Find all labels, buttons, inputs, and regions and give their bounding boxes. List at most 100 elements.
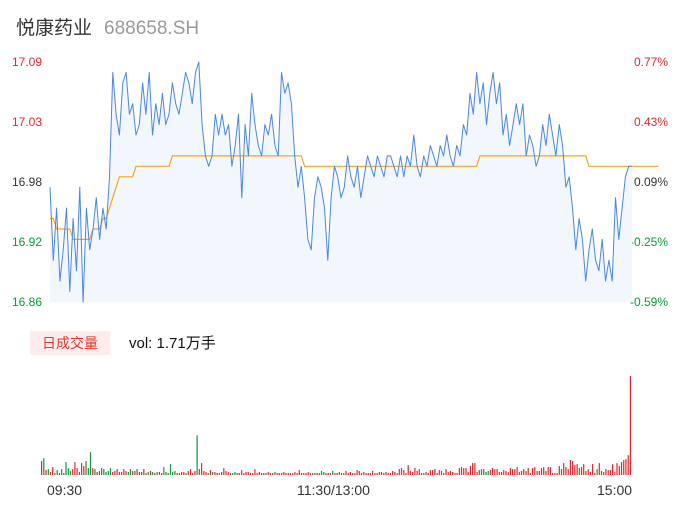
volume-bar (323, 472, 325, 475)
volume-bar (247, 472, 249, 475)
volume-bar (427, 473, 429, 475)
volume-bar (589, 472, 592, 475)
volume-bar (549, 467, 552, 475)
volume-bar (596, 469, 598, 475)
volume-bar (445, 469, 447, 475)
volume-bar (76, 468, 78, 475)
volume-bar (385, 472, 387, 475)
volume-bar (625, 459, 627, 475)
volume-bar (274, 472, 276, 475)
volume-bar (629, 376, 632, 475)
volume-bar (296, 473, 298, 475)
volume-bar (452, 472, 454, 475)
volume-bar (334, 473, 336, 475)
volume-bar (158, 472, 161, 475)
volume-bar (609, 470, 612, 476)
percent-tick-label: -0.59% (629, 295, 668, 309)
volume-bar (514, 469, 516, 475)
average-price-line (50, 155, 659, 240)
volume-bar (469, 466, 472, 475)
volume-bar (267, 472, 269, 475)
volume-bar (414, 468, 416, 475)
volume-bar (305, 473, 307, 475)
volume-bar (605, 469, 607, 475)
volume-summary: vol: 1.71万手 (129, 335, 216, 352)
volume-bar (212, 472, 214, 475)
volume-bar (269, 473, 272, 475)
volume-bar (600, 471, 603, 475)
volume-bar (196, 435, 198, 475)
volume-bar (261, 473, 263, 475)
volume-bar (221, 472, 223, 475)
volume-bar (272, 473, 274, 475)
volume-bar (52, 467, 54, 475)
volume-bar (149, 471, 152, 475)
volume-bar (83, 466, 85, 475)
volume-bar (72, 469, 74, 475)
volume-bar (47, 469, 49, 475)
volume-bar (238, 473, 240, 475)
volume-bar (554, 473, 556, 475)
volume-bar (307, 472, 309, 475)
percent-tick-label: 0.77% (633, 55, 668, 69)
volume-bar (598, 463, 600, 475)
price-tick-label: 17.03 (12, 115, 43, 129)
volume-bar (67, 468, 69, 475)
volume-bar (125, 471, 127, 475)
volume-bar (383, 473, 385, 475)
volume-bar (565, 467, 567, 475)
volume-bar (258, 472, 260, 475)
volume-bar (616, 463, 618, 475)
volume-bar (241, 470, 243, 476)
price-area-fill (50, 62, 632, 302)
volume-bar (176, 473, 178, 475)
volume-bar (436, 473, 438, 475)
volume-bar (85, 461, 87, 475)
volume-bar (532, 468, 534, 475)
volume-bar (152, 472, 154, 475)
volume-tab-label[interactable]: 日成交量 (30, 331, 110, 355)
volume-bar (476, 472, 478, 475)
volume-bar (312, 473, 314, 475)
volume-bar (289, 473, 292, 475)
volume-bar (360, 473, 363, 475)
volume-bar (423, 473, 425, 475)
volume-bar (136, 469, 138, 475)
volume-bar (352, 473, 354, 475)
volume-bar (161, 473, 163, 475)
volume-bar (592, 464, 594, 475)
time-axis-label-open: 09:30 (47, 482, 83, 498)
volume-bar (567, 469, 569, 475)
volume-bar (63, 473, 65, 475)
volume-bar (623, 460, 625, 475)
volume-bar (187, 471, 189, 475)
volume-bar (487, 471, 489, 475)
volume-bar (529, 473, 532, 475)
volume-bar (223, 468, 225, 475)
percent-tick-label: 0.43% (633, 115, 668, 129)
volume-bar (572, 461, 574, 475)
volume-bar (418, 469, 420, 475)
volume-bar (389, 473, 392, 475)
volume-bar (525, 471, 527, 475)
volume-bar (343, 473, 345, 475)
volume-bar (263, 473, 265, 475)
volume-bar (236, 473, 238, 475)
volume-bar (185, 473, 187, 475)
volume-bar (509, 468, 512, 475)
volume-bar (147, 472, 149, 475)
volume-bar (336, 473, 338, 475)
volume-bar (603, 472, 605, 475)
volume-bar (392, 471, 394, 475)
volume-bar (527, 468, 529, 475)
volume-bar (500, 472, 503, 475)
volume-bar (301, 473, 303, 475)
volume-bar (563, 463, 565, 475)
volume-bar (496, 469, 498, 475)
volume-bar (127, 472, 129, 475)
volume-bar (203, 471, 205, 475)
volume-bar (181, 472, 183, 475)
volume-bar (536, 471, 538, 475)
volume-bar (620, 462, 623, 475)
volume-bar (480, 469, 483, 475)
